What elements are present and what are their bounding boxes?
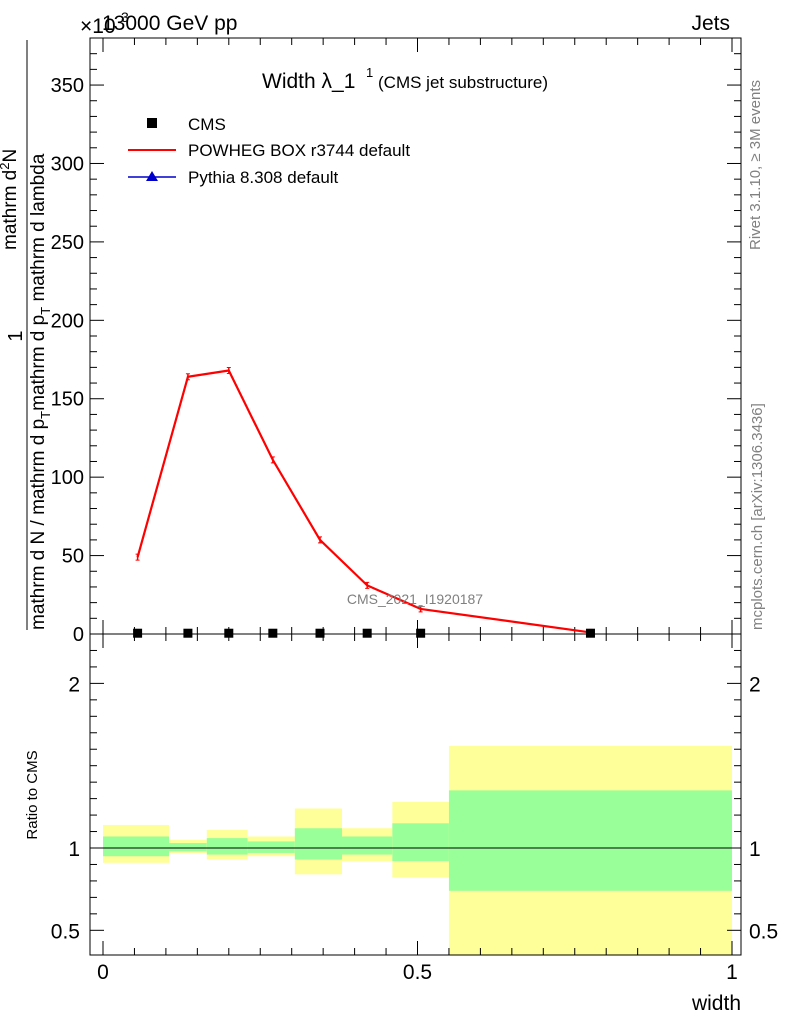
cms-data-point (268, 628, 278, 638)
ylabel-den-text: mathrm d N / mathrm d pTmathrm d pT math… (28, 153, 53, 630)
ylabel-den-c: mathrm d p (28, 315, 49, 411)
ratio-band-inner (169, 843, 207, 852)
ylabel-num-c: N (0, 149, 21, 163)
main-y-tick-label: 100 (51, 467, 84, 489)
ylabel-den-d: T (38, 307, 53, 315)
ylabel-one: 1 (5, 330, 27, 341)
cms-data-point (315, 628, 325, 638)
main-y-tick-label: 50 (62, 546, 84, 568)
legend-pythia-marker (146, 171, 158, 181)
cms-data-point (133, 628, 143, 638)
main-y-tick-label: 200 (51, 310, 84, 332)
ratio-band-inner (392, 823, 449, 862)
ratio-y-axis-label: Ratio to CMS (24, 750, 41, 839)
legend-cms-marker (147, 118, 157, 128)
main-y-tick-label: 250 (51, 232, 84, 254)
analysis-label: CMS_2021_I1920187 (347, 591, 483, 607)
ratio-bands (103, 745, 732, 955)
main-y-tick-label: 300 (51, 153, 84, 175)
x-axis-label: width (691, 992, 741, 1015)
ratio-x-ticks: 0 0.5 1 (97, 634, 738, 984)
legend-pythia-label: Pythia 8.308 default (188, 168, 339, 187)
series-powheg-line (136, 369, 591, 634)
exponent-label: ×10 (80, 15, 116, 38)
ratio-y-tick-label: 2 (68, 673, 80, 696)
header-right-label: Jets (691, 12, 730, 35)
ratio-band-inner (206, 838, 248, 855)
main-y-ticks: 0 50 100 150 200 250 300 350 (51, 37, 741, 646)
ylabel-numerator: mathrm d2N (0, 149, 21, 250)
mcplots-side-label: mcplots.cern.ch [arXiv:1306.3436] (749, 403, 766, 630)
chart-subtitle: (CMS jet substructure) (378, 73, 548, 92)
legend-cms-label: CMS (188, 115, 226, 134)
ratio-y-tick-label-right: 2 (749, 673, 761, 696)
ratio-y-tick-label: 1 (68, 838, 80, 861)
main-y-tick-label: 150 (51, 389, 84, 411)
ratio-ylabel-text: Ratio to CMS (24, 750, 41, 839)
cms-data-point (585, 628, 595, 638)
legend-powheg-label: POWHEG BOX r3744 default (188, 141, 410, 160)
ratio-x-tick-label: 1 (726, 961, 738, 984)
ratio-y-tick-label-right: 0.5 (749, 920, 778, 943)
legend: CMS POWHEG BOX r3744 default Pythia 8.30… (128, 115, 410, 187)
rivet-side-text: Rivet 3.1.10, ≥ 3M events (747, 80, 764, 250)
mcplots-side-text: mcplots.cern.ch [arXiv:1306.3436] (749, 403, 766, 630)
ratio-panel: 0.5 0.51 12 2 0 0.5 1 (51, 633, 778, 984)
ylabel-den-a: mathrm d N / mathrm d p (28, 419, 49, 630)
ratio-band-inner (247, 841, 295, 853)
ylabel-denominator: mathrm d N / mathrm d pTmathrm d pT math… (28, 153, 53, 630)
ylabel-num-text: mathrm d2N (0, 149, 21, 250)
ylabel-den-e: mathrm d lambda (28, 153, 49, 307)
ratio-band-inner (448, 790, 732, 891)
rivet-side-label: Rivet 3.1.10, ≥ 3M events (747, 80, 764, 250)
chart-title: Width λ_1 (262, 70, 355, 93)
main-panel: 0 50 100 150 200 250 300 350 Width λ_1 1 (CMS j… (51, 37, 742, 646)
ratio-band-inner (294, 828, 343, 860)
main-series (133, 367, 595, 638)
ratio-y-ticks: 0.5 0.5 1 1 2 2 (51, 649, 778, 943)
ratio-y-tick-label: 0.5 (51, 920, 80, 943)
cms-data-point (183, 628, 193, 638)
ratio-frame (89, 633, 742, 956)
main-y-axis-label: 1 (5, 330, 27, 341)
cms-data-point (416, 628, 426, 638)
ylabel-den-b: T (38, 411, 53, 419)
main-y-tick-label: 350 (51, 75, 84, 97)
ylabel-num-b: 2 (0, 163, 12, 170)
ylabel-num-a: mathrm d (0, 170, 21, 250)
exponent-power: 3 (121, 9, 129, 25)
ratio-y-tick-label-right: 1 (749, 838, 761, 861)
chart-title-sup: 1 (366, 65, 373, 80)
ratio-band-inner (103, 836, 170, 857)
ratio-x-tick-label: 0.5 (403, 961, 432, 984)
main-y-tick-label: 0 (73, 624, 84, 646)
ratio-x-tick-label: 0 (97, 961, 109, 984)
cms-data-point (362, 628, 372, 638)
cms-data-point (224, 628, 234, 638)
ratio-band-inner (342, 836, 393, 855)
header-left-label: 13000 GeV pp (102, 12, 237, 35)
